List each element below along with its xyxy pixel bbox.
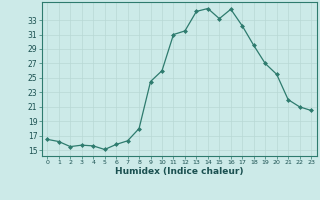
X-axis label: Humidex (Indice chaleur): Humidex (Indice chaleur) [115,167,244,176]
